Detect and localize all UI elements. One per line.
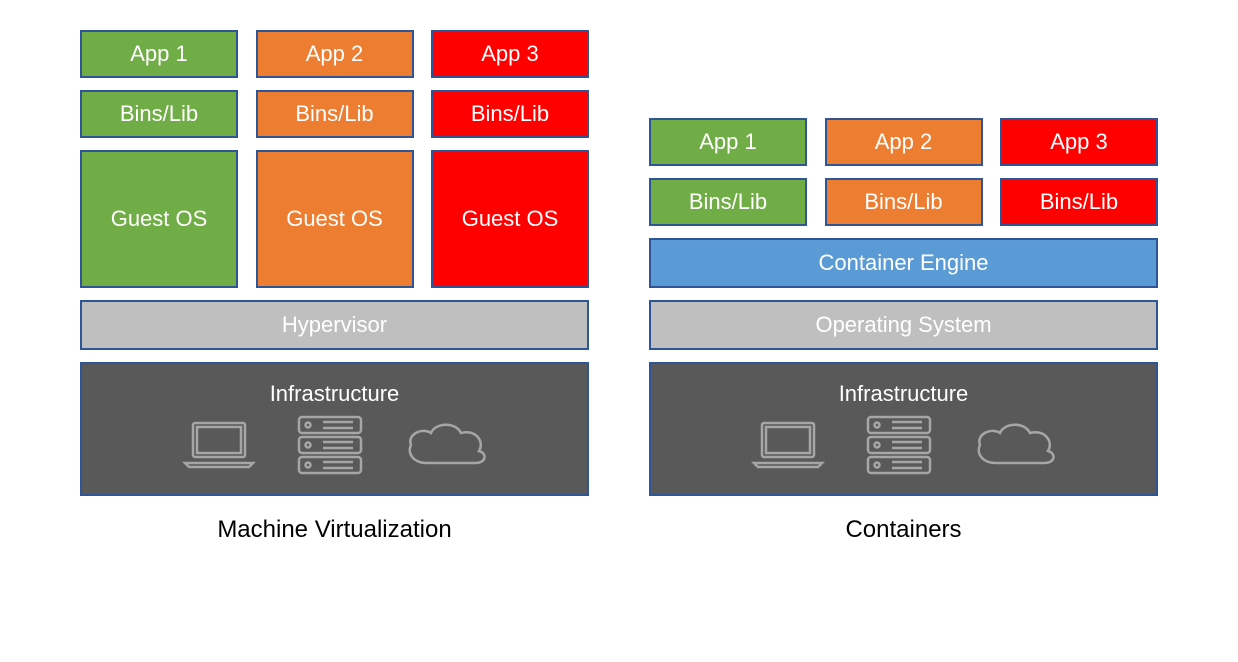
ct-caption: Containers	[845, 516, 961, 544]
diagram: App 1 App 2 App 3 Bins/Lib Bins/Lib Bins…	[0, 0, 1238, 544]
vm-bins-3: Bins/Lib	[431, 90, 589, 138]
ct-infra-row: Infrastructure	[649, 362, 1158, 496]
vm-infrastructure: Infrastructure	[80, 362, 589, 496]
vm-infra-icons	[179, 413, 491, 477]
cloud-icon	[401, 417, 491, 473]
ct-bins-1: Bins/Lib	[649, 178, 807, 226]
vm-caption: Machine Virtualization	[217, 516, 451, 544]
vm-bins-row: Bins/Lib Bins/Lib Bins/Lib	[80, 90, 589, 138]
server-icon	[293, 413, 367, 477]
vm-guest-row: Guest OS Guest OS Guest OS	[80, 150, 589, 288]
ct-app-2: App 2	[825, 118, 983, 166]
server-icon	[862, 413, 936, 477]
ct-infrastructure: Infrastructure	[649, 362, 1158, 496]
ct-infra-icons	[748, 413, 1060, 477]
ct-bins-3: Bins/Lib	[1000, 178, 1158, 226]
vm-app-2: App 2	[256, 30, 414, 78]
vm-hypervisor-row: Hypervisor	[80, 300, 589, 350]
vm-hypervisor: Hypervisor	[80, 300, 589, 350]
vm-infra-label: Infrastructure	[270, 381, 400, 407]
ct-engine-row: Container Engine	[649, 238, 1158, 288]
vm-guest-1: Guest OS	[80, 150, 238, 288]
vm-stack: App 1 App 2 App 3 Bins/Lib Bins/Lib Bins…	[80, 30, 589, 544]
vm-app-row: App 1 App 2 App 3	[80, 30, 589, 78]
container-stack: App 1 App 2 App 3 Bins/Lib Bins/Lib Bins…	[649, 118, 1158, 544]
laptop-icon	[748, 417, 828, 473]
laptop-icon	[179, 417, 259, 473]
cloud-icon	[970, 417, 1060, 473]
ct-app-3: App 3	[1000, 118, 1158, 166]
vm-bins-2: Bins/Lib	[256, 90, 414, 138]
ct-app-row: App 1 App 2 App 3	[649, 118, 1158, 166]
ct-os-row: Operating System	[649, 300, 1158, 350]
vm-infra-row: Infrastructure	[80, 362, 589, 496]
ct-operating-system: Operating System	[649, 300, 1158, 350]
ct-bins-2: Bins/Lib	[825, 178, 983, 226]
vm-guest-3: Guest OS	[431, 150, 589, 288]
ct-app-1: App 1	[649, 118, 807, 166]
vm-bins-1: Bins/Lib	[80, 90, 238, 138]
ct-infra-label: Infrastructure	[839, 381, 969, 407]
ct-bins-row: Bins/Lib Bins/Lib Bins/Lib	[649, 178, 1158, 226]
vm-guest-2: Guest OS	[256, 150, 414, 288]
vm-app-3: App 3	[431, 30, 589, 78]
ct-container-engine: Container Engine	[649, 238, 1158, 288]
vm-app-1: App 1	[80, 30, 238, 78]
